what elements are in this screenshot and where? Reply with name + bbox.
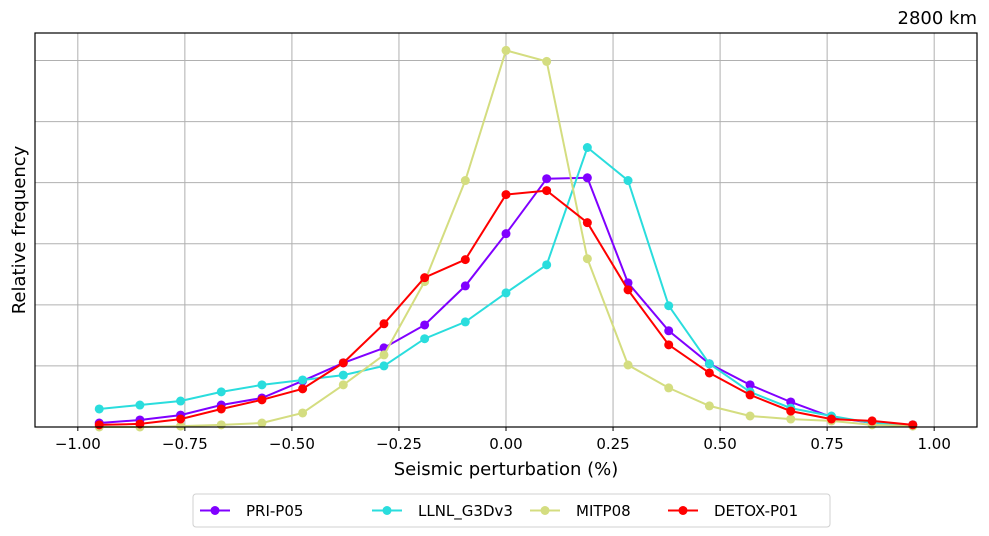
data-point (786, 414, 796, 424)
legend-label: MITP08 (576, 502, 631, 520)
legend-swatch-marker (540, 506, 550, 515)
data-point (176, 396, 186, 406)
data-point (135, 400, 145, 410)
data-point (582, 218, 592, 228)
x-tick-label: −0.50 (269, 435, 315, 453)
legend-label: LLNL_G3Dv3 (418, 502, 513, 521)
data-point (542, 56, 552, 66)
data-point (420, 320, 430, 330)
data-point (298, 384, 308, 394)
data-point (542, 174, 552, 184)
legend-swatch-marker (210, 506, 220, 515)
data-point (582, 143, 592, 153)
data-point (501, 229, 511, 239)
data-point (623, 285, 633, 295)
legend-swatch-marker (678, 506, 688, 515)
data-point (338, 358, 348, 368)
x-axis-ticks: −1.00 −0.75 −0.50 −0.25 0.00 0.25 0.50 0.75 1.00 (55, 427, 951, 453)
data-point (338, 370, 348, 380)
data-point (298, 408, 308, 418)
data-point (582, 254, 592, 264)
data-point (257, 395, 267, 405)
data-point (94, 404, 104, 414)
x-tick-label: 0.00 (489, 435, 522, 453)
x-tick-label: −0.75 (162, 435, 208, 453)
data-point (826, 414, 836, 424)
data-point (379, 319, 389, 329)
data-point (501, 288, 511, 298)
data-point (501, 45, 511, 55)
data-point (664, 326, 674, 336)
data-point (94, 420, 104, 430)
legend-item: DETOX-P01 (668, 502, 798, 520)
data-point (623, 176, 633, 186)
data-point (420, 273, 430, 283)
data-point (216, 387, 226, 397)
legend-swatch-marker (382, 506, 392, 515)
x-axis-label: Seismic perturbation (%) (394, 459, 619, 480)
data-point (216, 420, 226, 430)
data-point (704, 359, 714, 369)
data-point (338, 380, 348, 390)
data-point (582, 173, 592, 183)
data-point (135, 419, 145, 429)
data-point (542, 260, 552, 270)
data-point (460, 255, 470, 265)
legend-label: DETOX-P01 (714, 502, 798, 520)
data-point (908, 420, 918, 430)
legend-label: PRI-P05 (246, 502, 303, 520)
data-point (379, 361, 389, 371)
x-tick-label: 0.75 (810, 435, 843, 453)
data-point (664, 301, 674, 311)
legend-item: PRI-P05 (200, 502, 303, 520)
data-point (704, 401, 714, 411)
data-point (460, 317, 470, 327)
data-point (542, 186, 552, 196)
data-point (664, 340, 674, 350)
data-point (176, 421, 186, 431)
data-point (704, 368, 714, 378)
y-axis-label: Relative frequency (9, 145, 30, 314)
series-lines (94, 45, 918, 432)
data-point (460, 176, 470, 186)
x-tick-label: −0.25 (376, 435, 422, 453)
series-DETOX-P01 (94, 186, 918, 430)
data-point (745, 390, 755, 400)
legend-item: MITP08 (530, 502, 631, 520)
data-point (501, 190, 511, 200)
x-tick-label: 0.50 (703, 435, 736, 453)
data-point (216, 404, 226, 414)
data-point (420, 334, 430, 344)
data-point (745, 411, 755, 421)
data-point (745, 380, 755, 390)
x-tick-label: −1.00 (55, 435, 101, 453)
legend-item: LLNL_G3Dv3 (372, 502, 513, 521)
data-point (786, 406, 796, 416)
data-point (176, 414, 186, 424)
chart-title: 2800 km (898, 8, 978, 29)
data-point (867, 416, 877, 426)
data-point (379, 350, 389, 360)
legend-box (192, 493, 831, 528)
data-point (623, 360, 633, 370)
legend: PRI-P05 LLNL_G3Dv3 MITP08 DETOX-P01 (192, 493, 831, 528)
data-point (257, 418, 267, 428)
data-point (298, 375, 308, 385)
x-tick-label: 1.00 (917, 435, 950, 453)
data-point (460, 281, 470, 291)
data-point (257, 380, 267, 390)
data-point (664, 383, 674, 393)
x-tick-label: 0.25 (596, 435, 629, 453)
grid-lines (35, 33, 977, 427)
